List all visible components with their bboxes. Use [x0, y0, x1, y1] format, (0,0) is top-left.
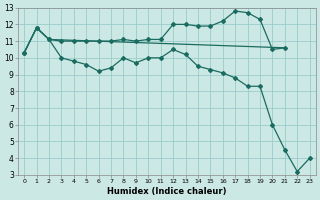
X-axis label: Humidex (Indice chaleur): Humidex (Indice chaleur): [107, 187, 227, 196]
